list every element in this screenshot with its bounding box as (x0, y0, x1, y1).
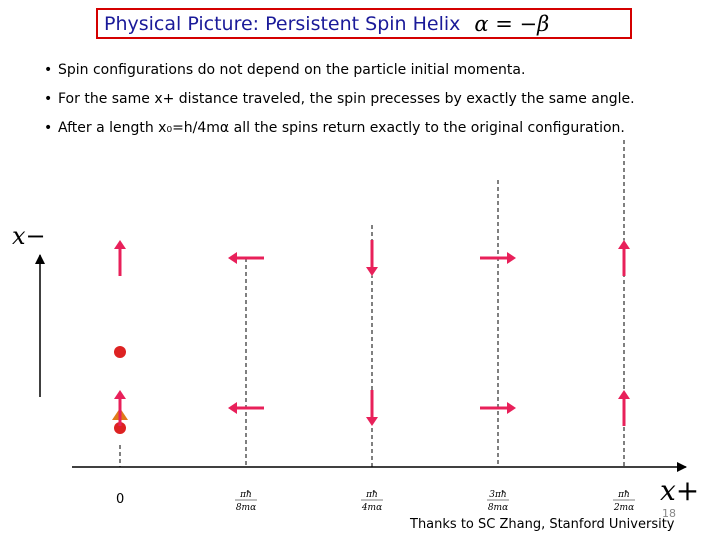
particle-dot (114, 422, 126, 434)
tick-label-denominator: 8mα (236, 503, 256, 513)
spin-arrow (366, 240, 378, 276)
tick-label-numerator: 3πħ (489, 490, 506, 500)
y-axis-label: x− (12, 222, 46, 250)
bullet-item: • After a length x₀=h/4mα all the spins r… (44, 120, 625, 136)
tick-label-denominator: 4mα (361, 503, 382, 513)
tick-label-numerator: πħ (365, 490, 378, 500)
spin-arrow (366, 390, 378, 426)
bullet-item: • For the same x+ distance traveled, the … (44, 91, 635, 107)
spin-arrow-head (507, 252, 516, 264)
spin-arrow-head (228, 252, 237, 264)
spin-arrows (114, 240, 630, 426)
bullet-text: For the same x+ distance traveled, the s… (58, 91, 635, 107)
tick-label-numerator: πħ (239, 490, 252, 500)
spin-arrow (228, 252, 264, 264)
spin-arrow-head (366, 267, 378, 276)
spin-arrow-head (228, 402, 237, 414)
tick-label-numerator: πħ (617, 490, 630, 500)
x-axis-label: x+ (660, 474, 699, 507)
title-box: Physical Picture: Persistent Spin Helix … (96, 8, 632, 39)
spin-arrow (228, 402, 264, 414)
spin-arrow-head (114, 390, 126, 399)
spin-arrow (618, 390, 630, 426)
tick-label-denominator: 8mα (488, 503, 508, 513)
guide-lines (119, 140, 625, 467)
title-equation: α = −β (474, 11, 550, 36)
spin-arrow (114, 240, 126, 276)
spin-arrow-head (507, 402, 516, 414)
spin-arrow-head (366, 417, 378, 426)
bullet-item: • Spin configurations do not depend on th… (44, 62, 526, 78)
page-number: 18 (662, 507, 676, 520)
bullet-text: Spin configurations do not depend on the… (58, 62, 526, 78)
spin-arrow (618, 240, 630, 276)
bullet-text: After a length x₀=h/4mα all the spins re… (58, 120, 625, 136)
spin-arrow-head (114, 240, 126, 249)
spin-arrow (114, 390, 126, 426)
bullet-list: • Spin configurations do not depend on th… (44, 60, 720, 147)
spin-arrow-head (618, 240, 630, 249)
tick-labels: 0 πħ 8mα πħ 4mα 3πħ 8mα πħ 2mα (116, 490, 635, 513)
spin-arrow-head (618, 390, 630, 399)
tick-label-denominator: 2mα (613, 503, 634, 513)
particle-dot (114, 346, 126, 358)
page-title: Physical Picture: Persistent Spin Helix (104, 12, 461, 35)
spin-arrow (480, 402, 516, 414)
credit-text: Thanks to SC Zhang, Stanford University (410, 517, 675, 532)
spin-arrow (480, 252, 516, 264)
tick-label: 0 (116, 492, 124, 507)
